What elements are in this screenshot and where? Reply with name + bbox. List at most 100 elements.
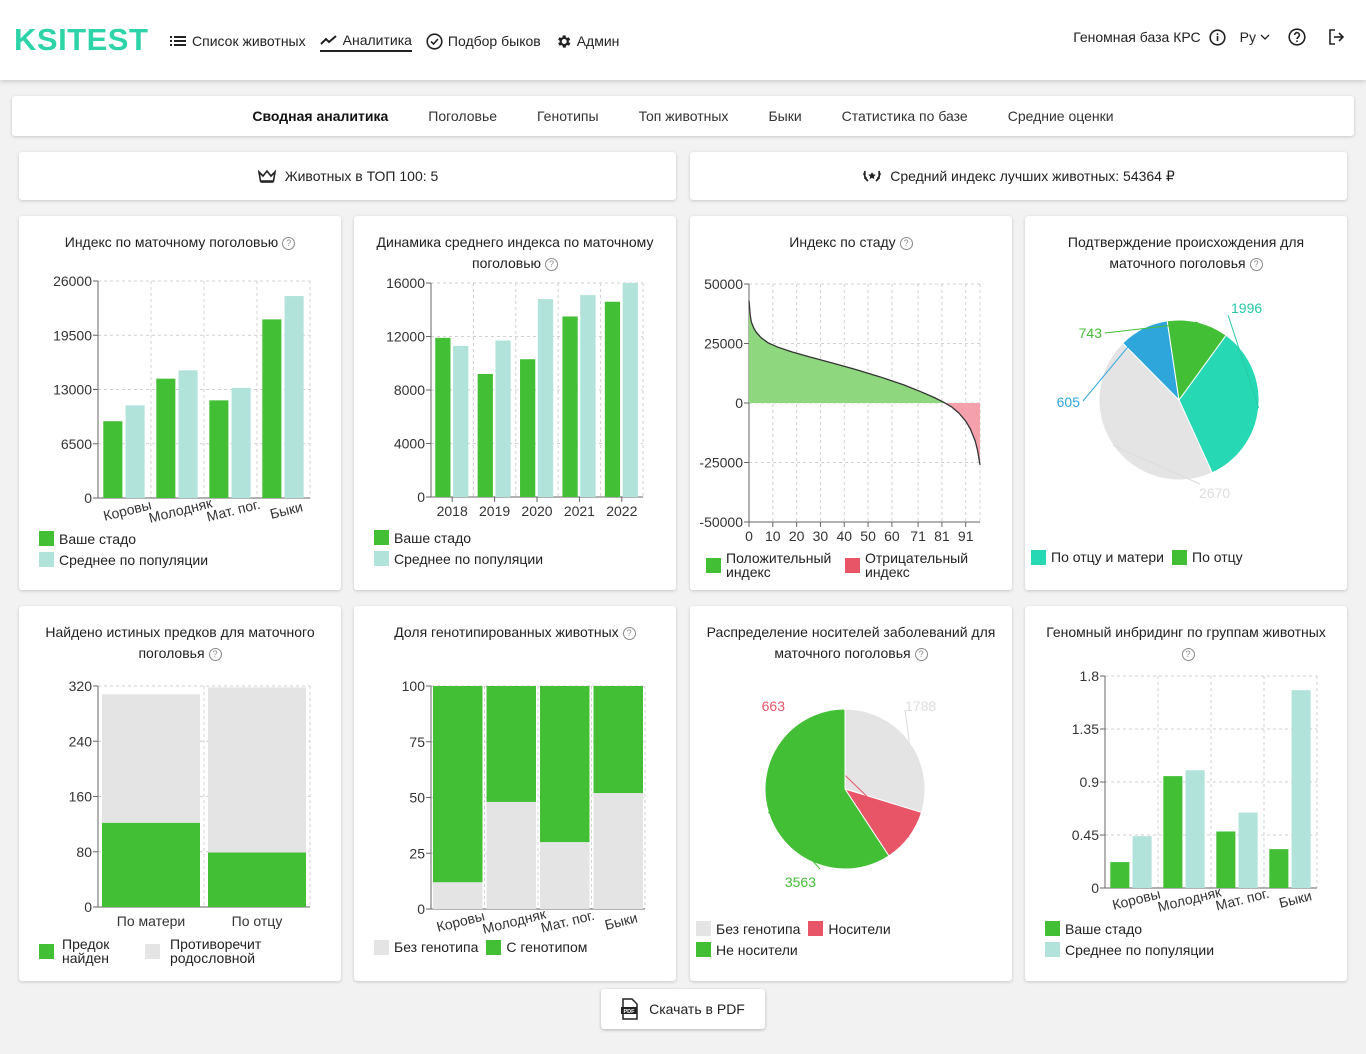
y-tick-label: -25000 [699,455,743,471]
language-label: Ру [1239,29,1256,45]
logout-icon[interactable] [1328,28,1346,46]
info-icon[interactable] [1209,28,1226,46]
nav-analytics[interactable]: Аналитика [319,30,412,52]
legend-item[interactable]: По отцу и матери [1031,549,1164,565]
download-pdf-button[interactable]: PDF Скачать в PDF [601,989,765,1029]
y-tick-label: 80 [76,844,92,860]
chart-title: Доля генотипированных животных? [368,622,662,643]
legend-item[interactable]: Без генотипа [696,921,800,937]
bar [580,295,596,497]
nav-analytics-label: Аналитика [342,32,412,48]
db-label: Геномная база КРС [1073,29,1201,45]
bar-segment [593,793,643,909]
question-icon[interactable]: ? [208,647,222,661]
question-icon[interactable]: ? [545,257,558,271]
question-icon[interactable]: ? [1249,257,1263,271]
y-tick-label: 50000 [704,276,743,292]
legend-swatch [374,551,389,566]
question-icon[interactable]: ? [1181,647,1195,661]
legend-item[interactable]: Ваше стадо [374,527,543,548]
bar [604,301,621,497]
nav-admin[interactable]: Админ [555,30,619,52]
bar [262,319,282,498]
y-tick-label: 0 [417,901,425,917]
bar [103,421,123,498]
logo[interactable]: KSITEST [14,22,149,57]
legend-item[interactable]: Предок найден [39,937,139,965]
legend-item[interactable]: По отцу [1172,549,1243,565]
legend-item[interactable]: Положительный индекс [706,551,839,579]
bar-segment [102,822,200,907]
bar [622,283,638,497]
y-tick-label: 0.9 [1080,774,1100,790]
question-icon[interactable]: ? [282,236,296,250]
tab-bulls[interactable]: Быки [768,108,802,124]
help-icon[interactable] [1288,28,1306,46]
herd-index-chart: 0 10 20 30 40 50 60 71 81 91 -50000 -25000 0 25000 500… [699,276,981,544]
legend-item[interactable]: С генотипом [486,939,587,955]
legend-swatch [145,944,160,959]
legend-swatch [1045,921,1060,936]
legend-item[interactable]: Среднее по популяции [1045,939,1214,960]
legend-item[interactable]: Без генотипа [374,939,478,955]
x-tick-label: 2018 [437,503,468,519]
x-tick-label: Мат. пог. [539,907,596,936]
legend-item[interactable]: Противоречит родословной [145,937,280,965]
legend-item[interactable]: Ваше стадо [1045,918,1214,939]
tab-avg-scores[interactable]: Средние оценки [1007,108,1114,124]
bar [453,345,469,497]
legend-item[interactable]: Ваше стадо [39,528,208,549]
tab-db-stats[interactable]: Статистика по базе [841,108,968,124]
x-tick-label: 50 [860,528,876,544]
nav-animal-list[interactable]: Список животных [170,30,306,52]
y-tick-label: 26000 [53,273,92,289]
bar [125,405,145,498]
y-tick-label: 0.45 [1072,827,1099,843]
bar-segment [208,687,306,853]
crown-icon [257,169,276,183]
legend-swatch [374,530,389,545]
x-tick-label: 40 [836,528,852,544]
x-tick-label: 30 [813,528,829,544]
chart-title: Индекс по стаду? [704,232,998,253]
y-tick-label: 1.35 [1072,721,1099,737]
y-tick-label: 100 [402,678,426,694]
download-pdf-label: Скачать в PDF [649,1001,745,1017]
x-tick-label: Коровы [102,496,153,523]
legend-swatch [706,558,721,573]
bar [1238,812,1258,888]
tab-summary[interactable]: Сводная аналитика [252,108,389,124]
question-icon[interactable]: ? [899,236,913,250]
y-tick-label: 160 [69,789,93,805]
x-tick-label: Быки [1277,887,1313,911]
pie-leader-line [1104,321,1199,334]
language-selector[interactable]: Ру [1240,29,1270,45]
legend-item[interactable]: Не носители [696,942,798,958]
legend-item[interactable]: Среднее по популяции [39,549,208,570]
legend-item[interactable]: Отрицательный индекс [845,551,975,579]
card-index-livestock: Индекс по маточному поголовью? 0 6500 1300… [19,216,341,590]
tab-genotypes[interactable]: Генотипы [537,108,599,124]
tab-top-animals[interactable]: Топ животных [638,108,729,124]
legend-item[interactable]: Среднее по популяции [374,548,543,569]
chart-line-icon [319,35,337,45]
y-tick-label: 1.8 [1080,668,1100,684]
bar [1132,836,1152,888]
question-icon[interactable]: ? [914,647,928,661]
y-tick-label: 240 [69,733,93,749]
y-tick-label: 0 [735,395,743,411]
chart-title: Распределение носителей заболеваний для … [706,624,996,661]
db-selector[interactable]: Геномная база КРС [1073,28,1226,46]
pie-slice [764,708,890,870]
tab-livestock[interactable]: Поголовье [428,108,498,124]
x-tick-label: 2019 [479,503,510,519]
legend-item[interactable]: Носители [808,921,891,937]
header-right: Геномная база КРС Ру [1059,28,1346,46]
nav-bull-selection[interactable]: Подбор быков [426,30,541,52]
pie-value-label: 1788 [905,698,936,714]
y-tick-label: 6500 [61,436,92,452]
question-icon[interactable]: ? [622,626,636,640]
pie-value-label: 743 [1079,325,1103,341]
